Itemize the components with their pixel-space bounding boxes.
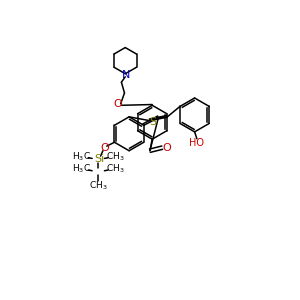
Text: CH$_3$: CH$_3$ (106, 163, 124, 175)
Text: S: S (149, 117, 157, 127)
Text: CH$_3$: CH$_3$ (106, 151, 124, 163)
Text: O: O (100, 143, 109, 153)
Text: N: N (122, 70, 130, 80)
Text: H$_3$C: H$_3$C (72, 163, 91, 175)
Text: CH$_3$: CH$_3$ (89, 180, 108, 192)
Text: O: O (113, 99, 122, 109)
Text: HO: HO (189, 138, 204, 148)
Text: H$_3$C: H$_3$C (72, 151, 91, 163)
Text: Si: Si (94, 154, 104, 164)
Text: O: O (163, 143, 171, 153)
